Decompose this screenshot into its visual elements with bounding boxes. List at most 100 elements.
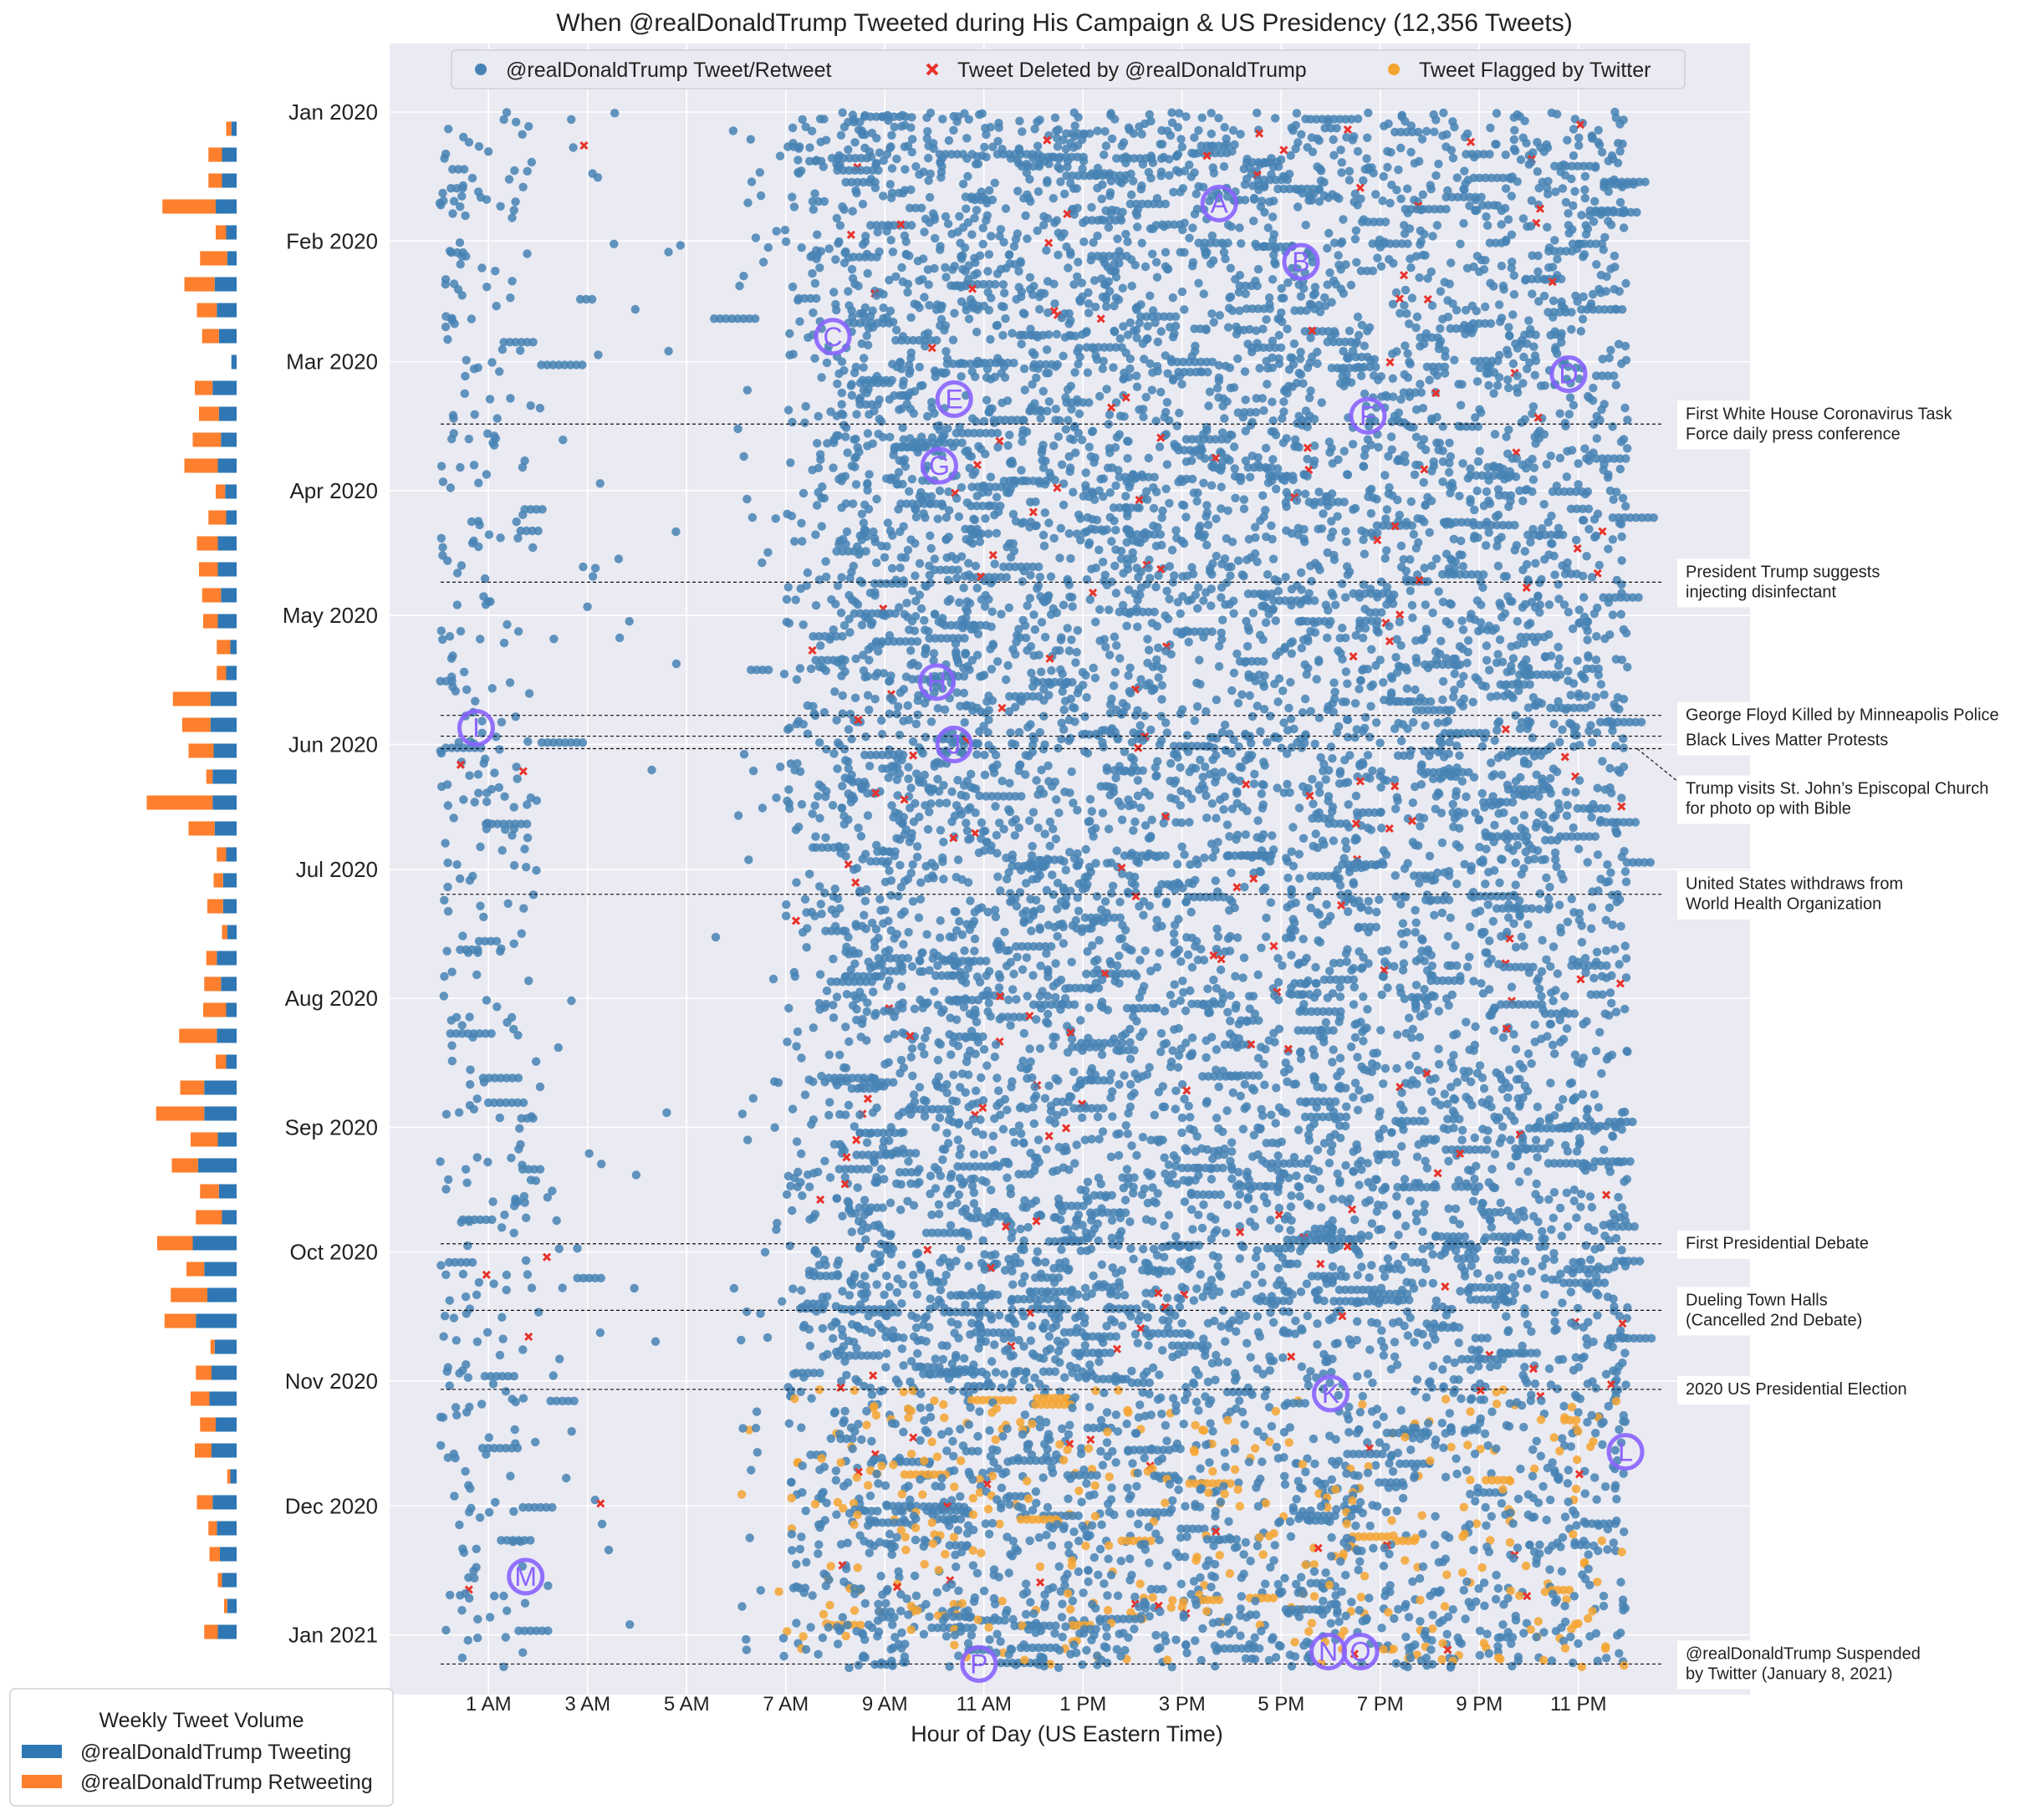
- tweet-point: [960, 672, 968, 681]
- tweet-point: [1049, 280, 1058, 288]
- tweet-point: [1581, 194, 1589, 202]
- tweet-point: [1019, 416, 1028, 425]
- tweet-point: [871, 672, 880, 681]
- tweet-point: [947, 230, 956, 238]
- tweet-point: [1621, 342, 1630, 350]
- tweet-point: [1377, 262, 1385, 270]
- tweet-point: [1272, 431, 1280, 439]
- tweet-point: [1598, 757, 1606, 765]
- tweet-point: [1458, 459, 1467, 467]
- tweet-point: [1421, 446, 1430, 454]
- tweet-point: [516, 346, 524, 354]
- tweet-point: [1553, 767, 1561, 776]
- tweet-point: [1001, 314, 1009, 323]
- tweet-point: [1333, 728, 1341, 737]
- tweet-point: [916, 559, 924, 568]
- tweet-point: [1151, 608, 1159, 616]
- tweet-point: [1102, 385, 1110, 393]
- tweet-point: [1151, 763, 1160, 772]
- tweet-point: [878, 730, 886, 738]
- tweet-point: [837, 503, 845, 512]
- tweet-point: [1450, 356, 1458, 365]
- tweet-point: [1426, 697, 1435, 706]
- tweet-point: [903, 288, 911, 296]
- tweet-point: [1433, 371, 1441, 380]
- tweet-point: [1162, 485, 1171, 493]
- x-tick-label: 9 PM: [1456, 1693, 1503, 1715]
- tweet-point: [1422, 127, 1431, 135]
- tweet-point: [1302, 306, 1310, 314]
- tweet-point: [1201, 762, 1209, 771]
- tweet-point: [1360, 342, 1369, 350]
- tweet-point: [1340, 447, 1349, 456]
- tweet-point: [1146, 117, 1155, 125]
- tweet-point: [1047, 610, 1055, 619]
- tweet-point: [1090, 496, 1099, 504]
- tweet-point: [833, 411, 841, 420]
- tweet-point: [1220, 414, 1228, 422]
- tweet-point: [808, 127, 816, 135]
- tweet-point: [1412, 658, 1421, 666]
- tweet-point: [1592, 632, 1600, 640]
- tweet-point: [1207, 109, 1216, 117]
- tweet-point: [1166, 131, 1175, 140]
- tweet-point: [814, 412, 823, 421]
- tweet-point: [1149, 663, 1157, 671]
- tweet-point: [1472, 307, 1481, 315]
- tweet-point: [962, 205, 970, 213]
- tweet-point: [1435, 587, 1443, 595]
- tweet-point: [513, 517, 521, 526]
- tweet-point: [1589, 290, 1597, 298]
- tweet-point: [1151, 583, 1160, 591]
- tweet-point: [1273, 464, 1282, 472]
- tweet-point: [1329, 135, 1338, 144]
- tweet-point: [802, 402, 810, 410]
- tweet-point: [1177, 537, 1186, 545]
- tweet-point: [1359, 634, 1367, 642]
- tweet-point: [1283, 176, 1292, 184]
- tweet-point: [1105, 605, 1113, 614]
- tweet-point: [1610, 495, 1618, 503]
- tweet-point: [1171, 322, 1180, 330]
- tweet-point: [1109, 363, 1117, 371]
- tweet-point: [976, 538, 984, 546]
- tweet-point: [1226, 600, 1234, 609]
- tweet-point: [512, 118, 520, 126]
- tweet-point: [1538, 699, 1546, 707]
- tweet-point: [1115, 654, 1124, 662]
- tweet-point: [1227, 293, 1235, 301]
- tweet-point: [870, 591, 879, 599]
- tweet-point: [1266, 304, 1274, 313]
- tweet-point: [1040, 542, 1049, 550]
- tweet-point: [922, 582, 931, 590]
- tweet-point: [1416, 342, 1424, 350]
- tweet-point: [952, 574, 961, 582]
- tweet-point: [1518, 497, 1527, 505]
- tweet-point: [1171, 526, 1180, 534]
- tweet-point: [1337, 239, 1345, 247]
- tweet-point: [1156, 442, 1164, 451]
- tweet-point: [952, 555, 960, 563]
- tweet-point: [1464, 474, 1472, 482]
- tweet-point: [1240, 495, 1248, 503]
- tweet-point: [1121, 230, 1130, 238]
- tweet-point: [1081, 730, 1089, 738]
- tweet-point: [1061, 333, 1069, 341]
- tweet-point: [1298, 743, 1306, 752]
- tweet-point: [1344, 570, 1352, 579]
- tweet-point: [923, 412, 931, 421]
- tweet-point: [1153, 273, 1161, 282]
- tweet-point: [877, 542, 885, 550]
- tweet-point: [1091, 303, 1100, 311]
- tweet-point: [1207, 260, 1215, 268]
- tweet-point: [1005, 251, 1013, 259]
- tweet-point: [980, 751, 988, 759]
- tweet-point: [1619, 734, 1627, 742]
- tweet-point: [993, 269, 1002, 278]
- tweet-point: [982, 217, 990, 225]
- tweet-point: [1511, 546, 1519, 554]
- tweet-point: [1169, 293, 1177, 302]
- tweet-point: [1259, 657, 1268, 665]
- tweet-point: [482, 470, 491, 478]
- tweet-point: [781, 226, 789, 234]
